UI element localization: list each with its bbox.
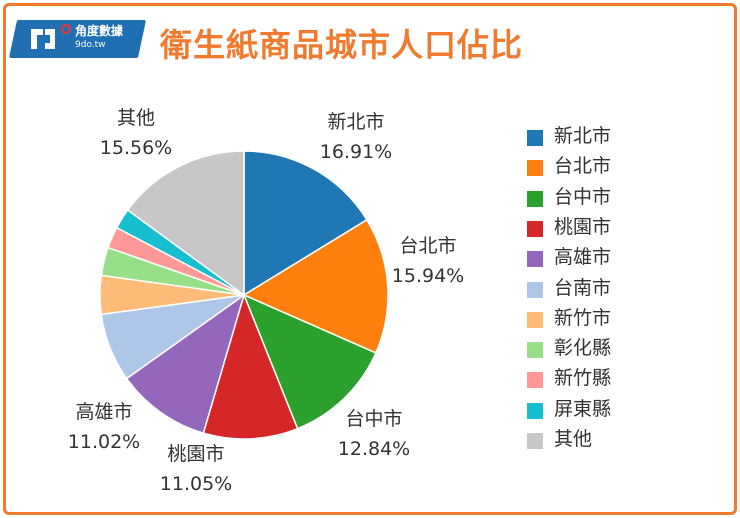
slice-label-3: 台中市 bbox=[345, 408, 402, 430]
legend-item-11: 其他 bbox=[527, 424, 637, 454]
legend-item-10: 屏東縣 bbox=[527, 394, 637, 424]
legend-label-11: 其他 bbox=[554, 428, 593, 450]
legend-label-4: 桃園市 bbox=[554, 215, 612, 238]
slice-label-1: 新北市 bbox=[327, 111, 384, 133]
brand-logo: 角度數據 9do.tw bbox=[8, 20, 147, 58]
slice-label-2: 台北市 bbox=[399, 235, 456, 257]
legend-item-4: 桃園市 bbox=[527, 212, 637, 242]
legend-label-9: 新竹縣 bbox=[554, 367, 612, 390]
legend-swatch-9 bbox=[527, 372, 543, 389]
slice-value-label-5: 11.02% bbox=[68, 431, 140, 453]
legend-item-8: 彰化縣 bbox=[527, 333, 637, 363]
legend-label-3: 台中市 bbox=[554, 185, 612, 208]
legend-swatch-2 bbox=[527, 160, 543, 177]
slice-value-label-1: 16.91% bbox=[320, 141, 392, 163]
legend-item-7: 新竹市 bbox=[527, 303, 637, 333]
legend-label-7: 新竹市 bbox=[554, 306, 612, 329]
pie-slice-2 bbox=[242, 218, 389, 354]
logo-dot-icon bbox=[61, 24, 71, 34]
legend-swatch-3 bbox=[527, 190, 543, 207]
legend-swatch-4 bbox=[527, 220, 543, 237]
legend-label-5: 高雄市 bbox=[554, 246, 612, 269]
slice-label-4: 桃園市 bbox=[167, 443, 224, 465]
slice-value-label-3: 12.84% bbox=[338, 438, 410, 460]
slice-value-label-2: 15.94% bbox=[392, 265, 464, 287]
logo-mark-icon bbox=[31, 29, 55, 49]
slice-value-label-4: 11.05% bbox=[160, 473, 232, 495]
pie-slice-1 bbox=[243, 150, 368, 297]
legend-swatch-6 bbox=[527, 281, 543, 298]
chart-title: 衛生紙商品城市人口佔比 bbox=[160, 26, 524, 64]
pie-slice-4 bbox=[202, 292, 299, 440]
legend-item-5: 高雄市 bbox=[527, 242, 637, 272]
logo-name: 角度數據 bbox=[75, 24, 124, 38]
legend-label-8: 彰化縣 bbox=[554, 337, 612, 360]
legend-label-2: 台北市 bbox=[554, 155, 612, 178]
slice-value-label-11: 15.56% bbox=[100, 137, 172, 159]
legend-item-9: 新竹縣 bbox=[527, 363, 637, 393]
pie-slice-5 bbox=[125, 293, 246, 435]
slice-label-5: 高雄市 bbox=[75, 401, 132, 423]
legend-label-10: 屏東縣 bbox=[554, 397, 612, 420]
pie-slice-11 bbox=[126, 150, 245, 297]
legend-swatch-5 bbox=[527, 251, 543, 268]
legend-label-6: 台南市 bbox=[554, 276, 612, 299]
legend-swatch-8 bbox=[527, 342, 543, 359]
legend-item-6: 台南市 bbox=[527, 273, 637, 303]
legend-swatch-1 bbox=[527, 130, 543, 146]
legend-swatch-10 bbox=[527, 402, 543, 419]
slice-label-11: 其他 bbox=[117, 107, 155, 129]
legend-swatch-7 bbox=[527, 311, 543, 328]
pie-slice-3 bbox=[242, 293, 377, 430]
legend-item-1: 新北市 bbox=[527, 121, 637, 151]
logo-url: 9do.tw bbox=[75, 40, 106, 50]
legend-label-1: 新北市 bbox=[554, 125, 612, 147]
legend-item-3: 台中市 bbox=[527, 182, 637, 212]
legend-swatch-11 bbox=[527, 433, 543, 449]
legend-item-2: 台北市 bbox=[527, 151, 637, 181]
